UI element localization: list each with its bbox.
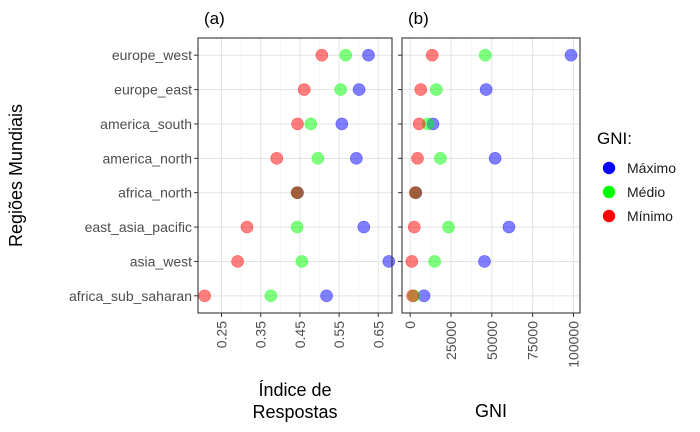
point-0-Máximo-america_north: [350, 152, 363, 165]
point-0-Máximo-europe_west: [362, 48, 375, 62]
x-tick-label-1-4: 100000: [565, 321, 581, 368]
point-0-Mínimo-east_asia_pacific: [240, 220, 254, 234]
point-0-Máximo-europe_east: [352, 83, 366, 96]
x-tick-label-0-2: 0.45: [292, 321, 308, 348]
y-tick-label-africa_sub_saharan: africa_sub_saharan: [69, 288, 192, 304]
point-1-Mínimo-america_north: [411, 152, 424, 165]
y-tick-label-america_north: america_north: [103, 150, 193, 166]
legend-label-0: Máximo: [627, 160, 676, 176]
x-tick-label-1-1: 25000: [443, 321, 459, 360]
legend-label-2: Mínimo: [627, 208, 673, 224]
point-1-Mínimo-europe_west: [425, 48, 439, 62]
point-1-Mínimo-asia_west: [405, 255, 419, 268]
point-0-Máximo-africa_sub_saharan: [320, 289, 333, 303]
point-0-Mínimo-america_north: [270, 152, 284, 165]
point-1-Médio-asia_west: [428, 255, 441, 268]
point-0-Mínimo-america_south: [291, 117, 304, 131]
point-1-Mínimo-africa_sub_saharan: [406, 289, 419, 303]
point-0-Mínimo-europe_east: [297, 83, 311, 96]
legend-key-2: [602, 209, 616, 223]
point-1-Mínimo-africa_north: [409, 186, 422, 199]
x-axis-title-0-0: Índice de: [258, 380, 331, 400]
panel-border-1: [401, 37, 581, 314]
y-tick-label-africa_north: africa_north: [118, 185, 192, 201]
y-tick-label-europe_west: europe_west: [112, 47, 192, 63]
point-0-Médio-europe_east: [334, 83, 347, 96]
x-tick-label-1-2: 50000: [484, 321, 500, 360]
panel-border-0: [197, 37, 393, 314]
x-tick-label-0-1: 0.35: [253, 321, 269, 348]
x-tick-label-1-0: 0: [402, 321, 418, 329]
y-tick-label-europe_east: europe_east: [114, 82, 192, 98]
point-0-Médio-asia_west: [295, 255, 309, 268]
point-0-Médio-america_south: [304, 117, 318, 131]
point-1-Máximo-asia_west: [478, 255, 491, 268]
legend-key-1: [602, 185, 616, 199]
y-axis-title: Regiões Mundiais: [6, 104, 26, 247]
panel-label-0: (a): [204, 9, 225, 28]
point-1-Máximo-east_asia_pacific: [502, 220, 516, 234]
point-1-Mínimo-america_south: [412, 117, 426, 131]
x-tick-label-0-0: 0.25: [214, 321, 230, 348]
point-0-Máximo-asia_west: [382, 255, 396, 268]
legend-title: GNI:: [597, 129, 632, 148]
point-1-Máximo-europe_east: [479, 83, 493, 96]
point-1-Médio-east_asia_pacific: [442, 220, 455, 234]
point-0-Máximo-america_south: [335, 117, 349, 131]
point-0-Médio-east_asia_pacific: [290, 220, 304, 234]
y-tick-label-east_asia_pacific: east_asia_pacific: [85, 219, 192, 235]
point-0-Mínimo-europe_west: [315, 48, 329, 62]
point-1-Médio-europe_west: [478, 48, 492, 62]
point-0-Médio-africa_sub_saharan: [264, 289, 278, 303]
point-0-Máximo-east_asia_pacific: [357, 220, 371, 234]
legend-key-0: [602, 161, 616, 175]
panel-label-1: (b): [408, 9, 429, 28]
legend-label-1: Médio: [627, 184, 665, 200]
point-1-Máximo-europe_west: [564, 48, 578, 62]
y-tick-label-america_south: america_south: [100, 116, 192, 132]
point-1-Médio-europe_east: [429, 83, 443, 96]
point-0-Médio-europe_west: [339, 48, 353, 62]
point-1-Médio-america_north: [434, 152, 447, 165]
y-tick-label-asia_west: asia_west: [130, 253, 192, 269]
point-0-Mínimo-asia_west: [231, 255, 244, 268]
x-tick-label-0-3: 0.55: [331, 321, 347, 348]
point-0-Mínimo-africa_sub_saharan: [198, 289, 211, 303]
point-1-Mínimo-east_asia_pacific: [407, 220, 421, 234]
point-0-Mínimo-africa_north: [290, 186, 304, 199]
point-1-Máximo-america_north: [488, 152, 502, 165]
x-axis-title-0-1: Respostas: [252, 402, 337, 422]
x-tick-label-1-3: 75000: [525, 321, 541, 360]
point-1-Mínimo-europe_east: [414, 83, 428, 96]
point-0-Médio-america_north: [311, 152, 325, 165]
x-tick-label-0-4: 0.65: [370, 321, 386, 348]
x-axis-title-1-0: GNI: [475, 401, 507, 421]
